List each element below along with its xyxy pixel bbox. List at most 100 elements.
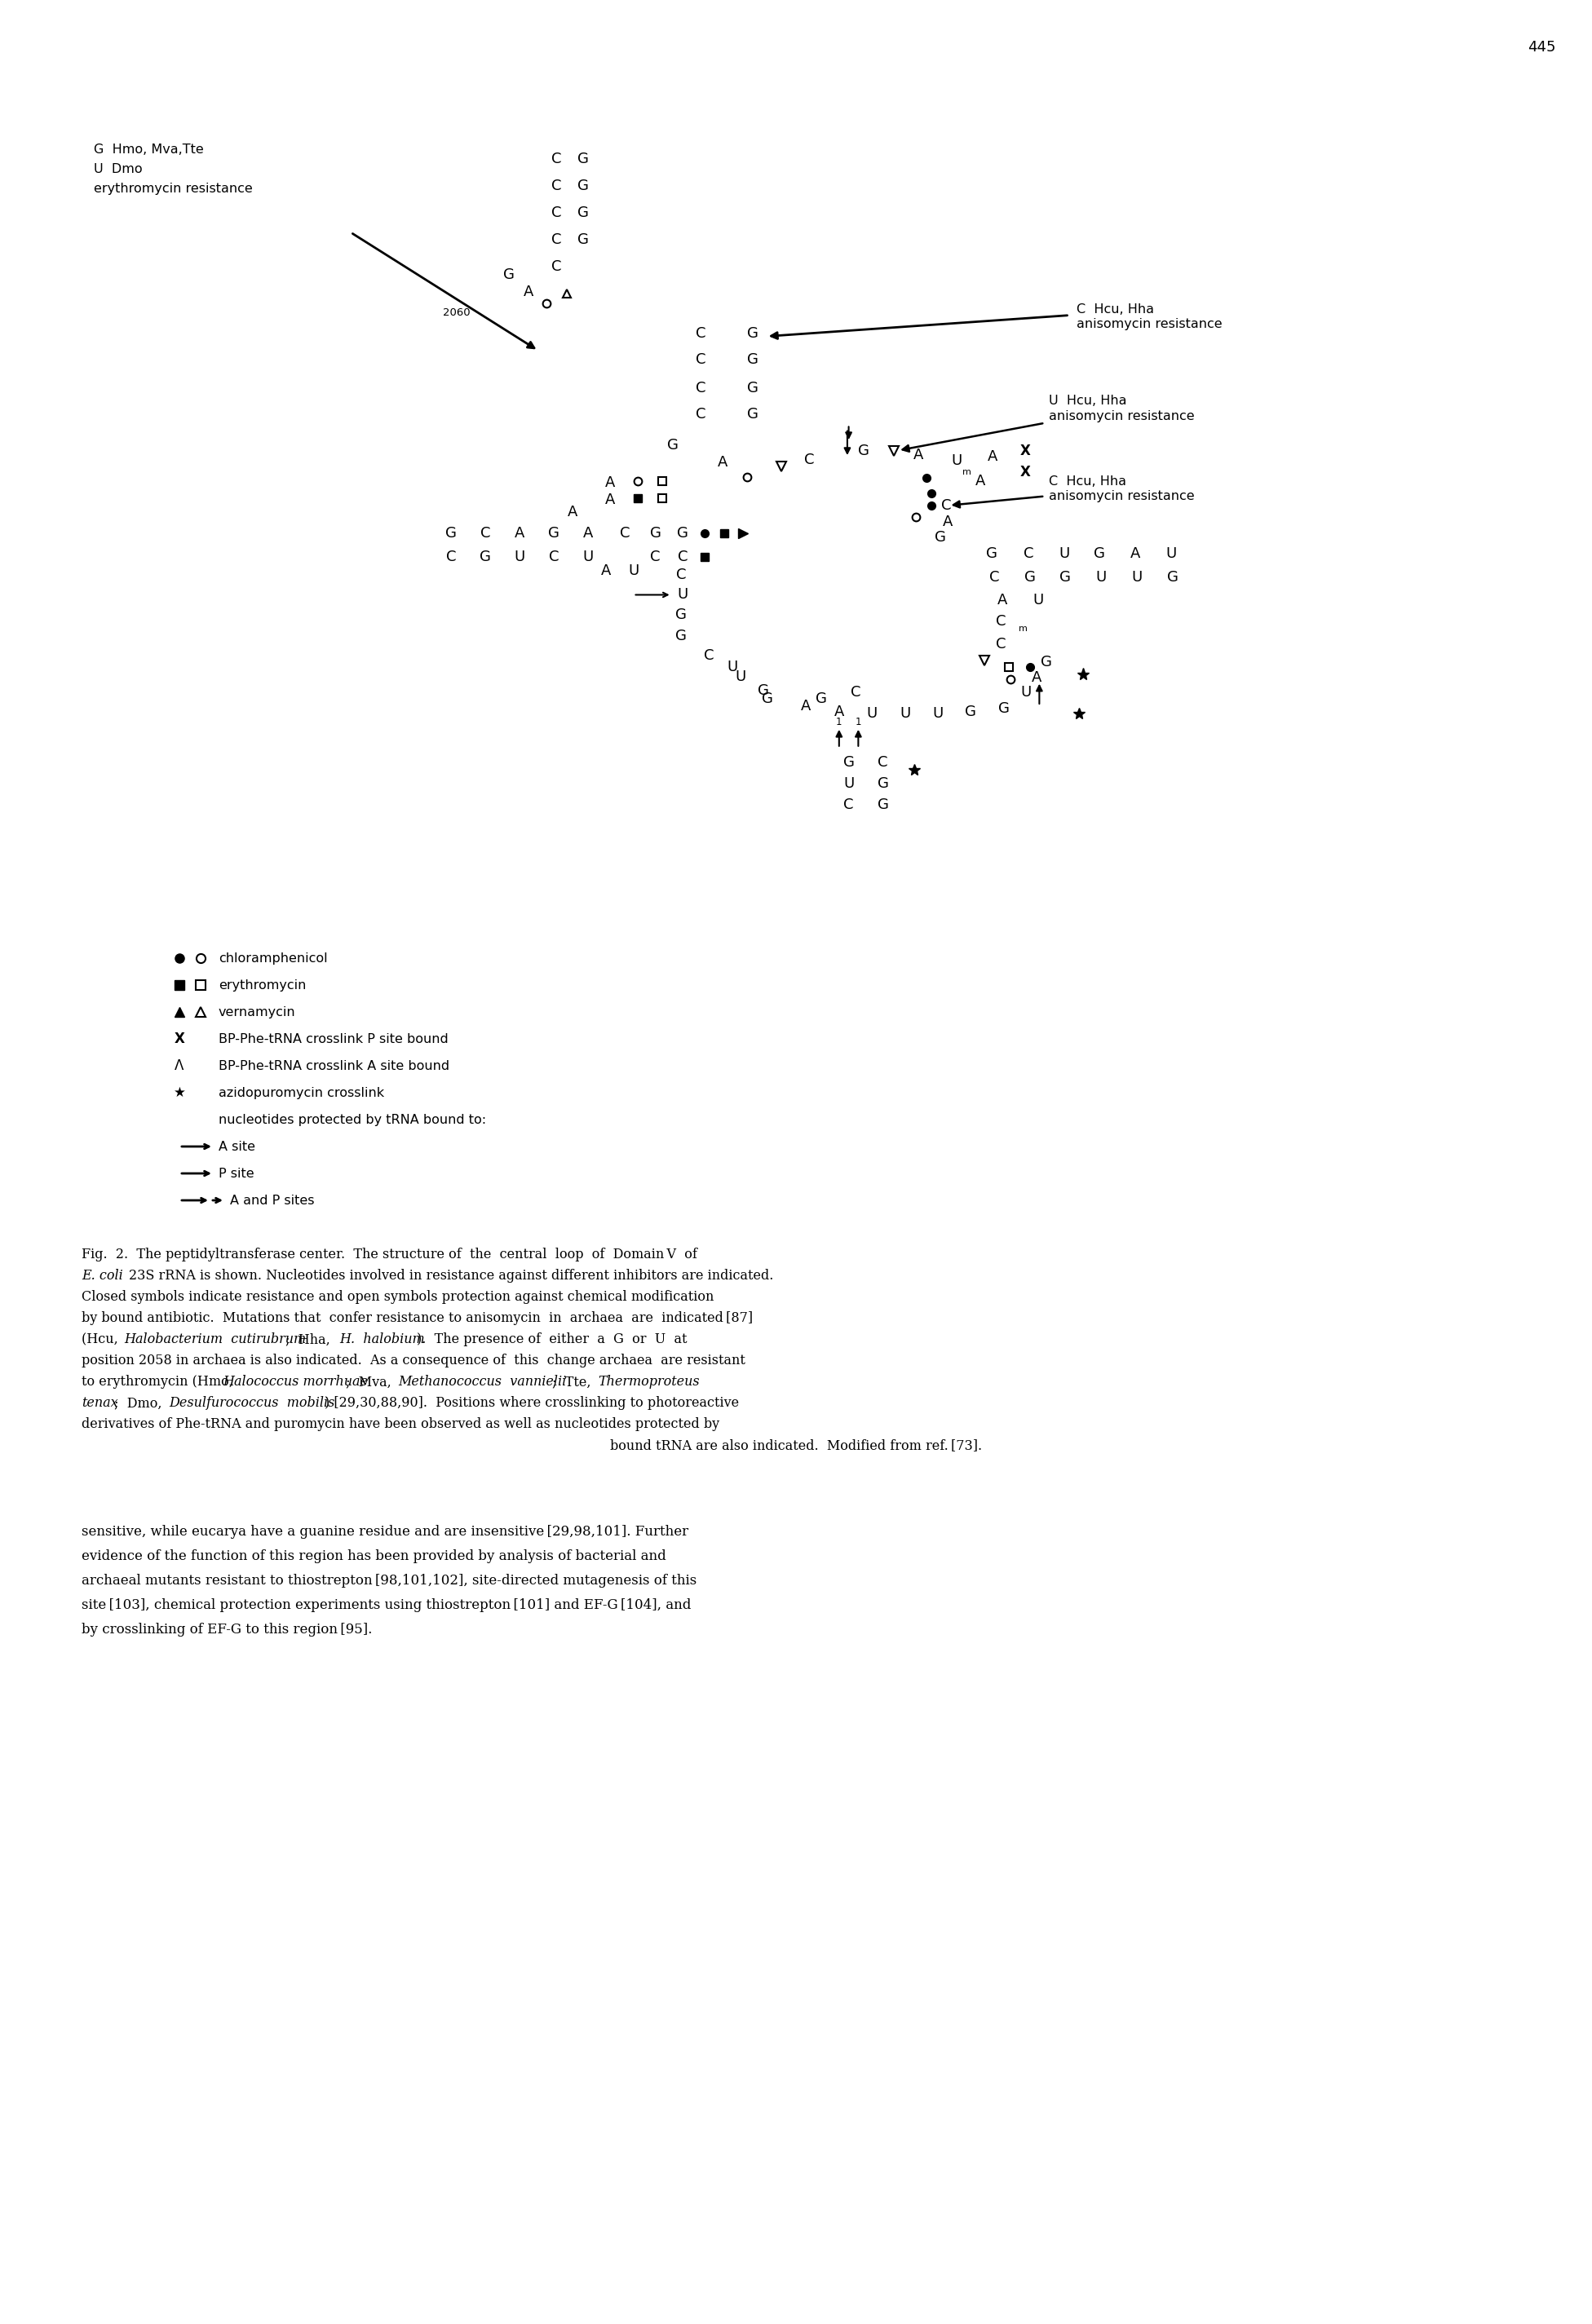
Text: U: U xyxy=(1165,546,1176,560)
Text: bound tRNA are also indicated.  Modified from ref. [73].: bound tRNA are also indicated. Modified … xyxy=(610,1439,982,1452)
Text: U: U xyxy=(1033,593,1043,607)
Text: G: G xyxy=(1024,569,1035,586)
Text: C: C xyxy=(677,567,686,583)
Text: A: A xyxy=(718,456,728,469)
Text: Methanococcus  vannielii: Methanococcus vannielii xyxy=(398,1376,567,1390)
Text: G: G xyxy=(747,407,758,423)
Text: G: G xyxy=(503,267,514,281)
Text: A: A xyxy=(514,525,524,541)
Text: A: A xyxy=(914,449,923,462)
Text: A: A xyxy=(987,449,998,465)
Text: C: C xyxy=(804,453,814,467)
Text: G: G xyxy=(747,353,758,367)
Text: A: A xyxy=(1130,546,1140,560)
Text: ).  The presence of  either  a  G  or  U  at: ). The presence of either a G or U at xyxy=(417,1332,688,1346)
Text: sensitive, while eucarya have a guanine residue and are insensitive [29,98,101].: sensitive, while eucarya have a guanine … xyxy=(81,1525,688,1538)
Text: C: C xyxy=(650,548,661,565)
Text: A site: A site xyxy=(218,1141,255,1153)
Text: U: U xyxy=(1020,686,1032,700)
Text: C: C xyxy=(446,548,455,565)
Text: ) [29,30,88,90].  Positions where crosslinking to photoreactive: ) [29,30,88,90]. Positions where crossli… xyxy=(325,1397,739,1411)
Text: ;  Tte,: ; Tte, xyxy=(552,1376,599,1390)
Text: 445: 445 xyxy=(1527,40,1555,56)
Text: archaeal mutants resistant to thiostrepton [98,101,102], site-directed mutagenes: archaeal mutants resistant to thiostrept… xyxy=(81,1573,697,1587)
Text: erythromycin: erythromycin xyxy=(218,978,306,990)
Text: (Hcu,: (Hcu, xyxy=(81,1332,126,1346)
Text: U: U xyxy=(866,706,877,720)
Text: 2060: 2060 xyxy=(443,307,470,318)
Text: 1: 1 xyxy=(855,718,861,727)
Text: C: C xyxy=(704,648,713,662)
Text: Halobacterium  cutirubrum: Halobacterium cutirubrum xyxy=(124,1332,306,1346)
Text: U: U xyxy=(1095,569,1106,586)
Text: to erythromycin (Hmo,: to erythromycin (Hmo, xyxy=(81,1376,242,1390)
Text: C: C xyxy=(997,614,1006,630)
Text: X: X xyxy=(1020,444,1032,458)
Text: U: U xyxy=(627,562,638,579)
Text: tenax: tenax xyxy=(81,1397,118,1411)
Text: C: C xyxy=(551,205,562,221)
Text: C: C xyxy=(551,179,562,193)
Text: X: X xyxy=(174,1032,185,1046)
Text: 1: 1 xyxy=(836,718,842,727)
Text: m: m xyxy=(1019,625,1027,632)
Text: A: A xyxy=(801,700,812,713)
Text: E. coli: E. coli xyxy=(81,1269,123,1283)
Text: G: G xyxy=(1094,546,1105,560)
Text: BP-Phe-tRNA crosslink A site bound: BP-Phe-tRNA crosslink A site bound xyxy=(218,1060,449,1071)
Text: G  Hmo, Mva,Tte: G Hmo, Mva,Tte xyxy=(94,144,204,156)
Text: G: G xyxy=(747,381,758,395)
Text: by bound antibiotic.  Mutations that  confer resistance to anisomycin  in  archa: by bound antibiotic. Mutations that conf… xyxy=(81,1311,753,1325)
Text: m: m xyxy=(962,467,971,476)
Text: evidence of the function of this region has been provided by analysis of bacteri: evidence of the function of this region … xyxy=(81,1550,665,1564)
Text: G: G xyxy=(1041,655,1052,669)
Text: A: A xyxy=(605,493,615,507)
Text: U: U xyxy=(952,453,963,469)
Text: U: U xyxy=(1059,546,1070,560)
Text: C: C xyxy=(549,548,559,565)
Text: C: C xyxy=(696,353,705,367)
Text: U: U xyxy=(933,706,942,720)
Text: anisomycin resistance: anisomycin resistance xyxy=(1076,318,1223,330)
Text: A: A xyxy=(568,504,578,521)
Text: U: U xyxy=(583,548,594,565)
Text: G: G xyxy=(578,232,589,246)
Text: A: A xyxy=(605,476,615,490)
Text: Λ: Λ xyxy=(175,1057,185,1074)
Text: ;  Mva,: ; Mva, xyxy=(345,1376,400,1390)
Text: G: G xyxy=(677,525,688,541)
Text: A: A xyxy=(524,284,533,300)
Text: G: G xyxy=(578,151,589,167)
Text: C: C xyxy=(551,232,562,246)
Text: C: C xyxy=(678,548,688,565)
Text: G: G xyxy=(858,444,869,458)
Text: G: G xyxy=(578,205,589,221)
Text: G: G xyxy=(763,693,774,706)
Text: A: A xyxy=(997,593,1008,607)
Text: G: G xyxy=(747,325,758,342)
Text: A and P sites: A and P sites xyxy=(229,1195,314,1206)
Text: chloramphenicol: chloramphenicol xyxy=(218,953,328,964)
Text: by crosslinking of EF-G to this region [95].: by crosslinking of EF-G to this region [… xyxy=(81,1622,373,1636)
Text: 23S rRNA is shown. Nucleotides involved in resistance against different inhibito: 23S rRNA is shown. Nucleotides involved … xyxy=(129,1269,774,1283)
Text: Halococcus morrhuae: Halococcus morrhuae xyxy=(223,1376,368,1390)
Text: G: G xyxy=(650,525,661,541)
Text: C: C xyxy=(696,381,705,395)
Text: G: G xyxy=(675,607,688,623)
Text: G: G xyxy=(844,755,855,769)
Text: ;  Dmo,: ; Dmo, xyxy=(115,1397,170,1411)
Text: C: C xyxy=(850,686,861,700)
Text: U: U xyxy=(844,776,853,790)
Text: A: A xyxy=(600,562,611,579)
Text: Fig.  2.  The peptidyltransferase center.  The structure of  the  central  loop : Fig. 2. The peptidyltransferase center. … xyxy=(81,1248,697,1262)
Text: G: G xyxy=(985,546,997,560)
Text: G: G xyxy=(675,627,688,644)
Text: U  Hcu, Hha: U Hcu, Hha xyxy=(1049,395,1127,407)
Text: G: G xyxy=(758,683,769,697)
Text: U: U xyxy=(677,588,688,602)
Text: C: C xyxy=(551,151,562,167)
Text: C: C xyxy=(989,569,1000,586)
Text: P site: P site xyxy=(218,1167,255,1181)
Text: U  Dmo: U Dmo xyxy=(94,163,142,174)
Text: G: G xyxy=(667,439,678,453)
